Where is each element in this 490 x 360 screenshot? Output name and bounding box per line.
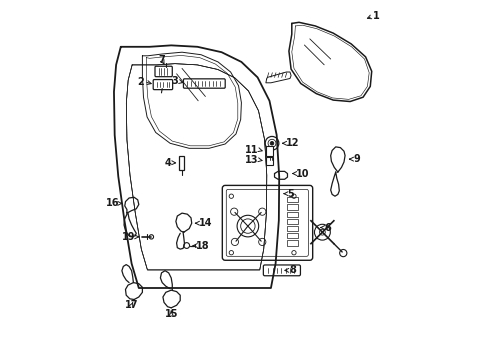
Text: 17: 17 — [125, 300, 138, 310]
Bar — [288, 240, 297, 246]
Text: 12: 12 — [286, 138, 299, 148]
Text: 6: 6 — [324, 222, 331, 233]
FancyBboxPatch shape — [263, 265, 300, 276]
Text: 13: 13 — [245, 155, 259, 165]
Text: 5: 5 — [288, 189, 294, 199]
FancyBboxPatch shape — [153, 80, 172, 90]
Text: 14: 14 — [199, 218, 213, 228]
Text: 10: 10 — [296, 168, 310, 179]
Text: 16: 16 — [105, 198, 119, 208]
FancyBboxPatch shape — [222, 185, 313, 260]
FancyBboxPatch shape — [183, 79, 225, 88]
FancyBboxPatch shape — [155, 66, 172, 77]
Bar — [288, 233, 297, 238]
Text: 9: 9 — [353, 154, 360, 164]
Text: 7: 7 — [159, 55, 166, 66]
Bar — [288, 219, 297, 224]
Text: 15: 15 — [165, 309, 178, 319]
FancyBboxPatch shape — [179, 156, 184, 170]
Text: 2: 2 — [138, 77, 144, 87]
Text: 4: 4 — [165, 158, 172, 168]
Text: 8: 8 — [290, 265, 296, 275]
Text: 18: 18 — [196, 240, 210, 251]
Bar — [288, 226, 297, 231]
FancyBboxPatch shape — [266, 157, 273, 165]
Circle shape — [270, 141, 274, 145]
Bar — [288, 212, 297, 217]
Text: 11: 11 — [245, 145, 259, 155]
Text: 1: 1 — [373, 11, 380, 21]
Text: 19: 19 — [122, 232, 136, 242]
Circle shape — [149, 235, 153, 239]
Text: 3: 3 — [172, 76, 178, 86]
Bar — [288, 197, 297, 202]
Bar — [288, 204, 297, 210]
FancyBboxPatch shape — [266, 146, 273, 156]
FancyBboxPatch shape — [226, 189, 308, 256]
